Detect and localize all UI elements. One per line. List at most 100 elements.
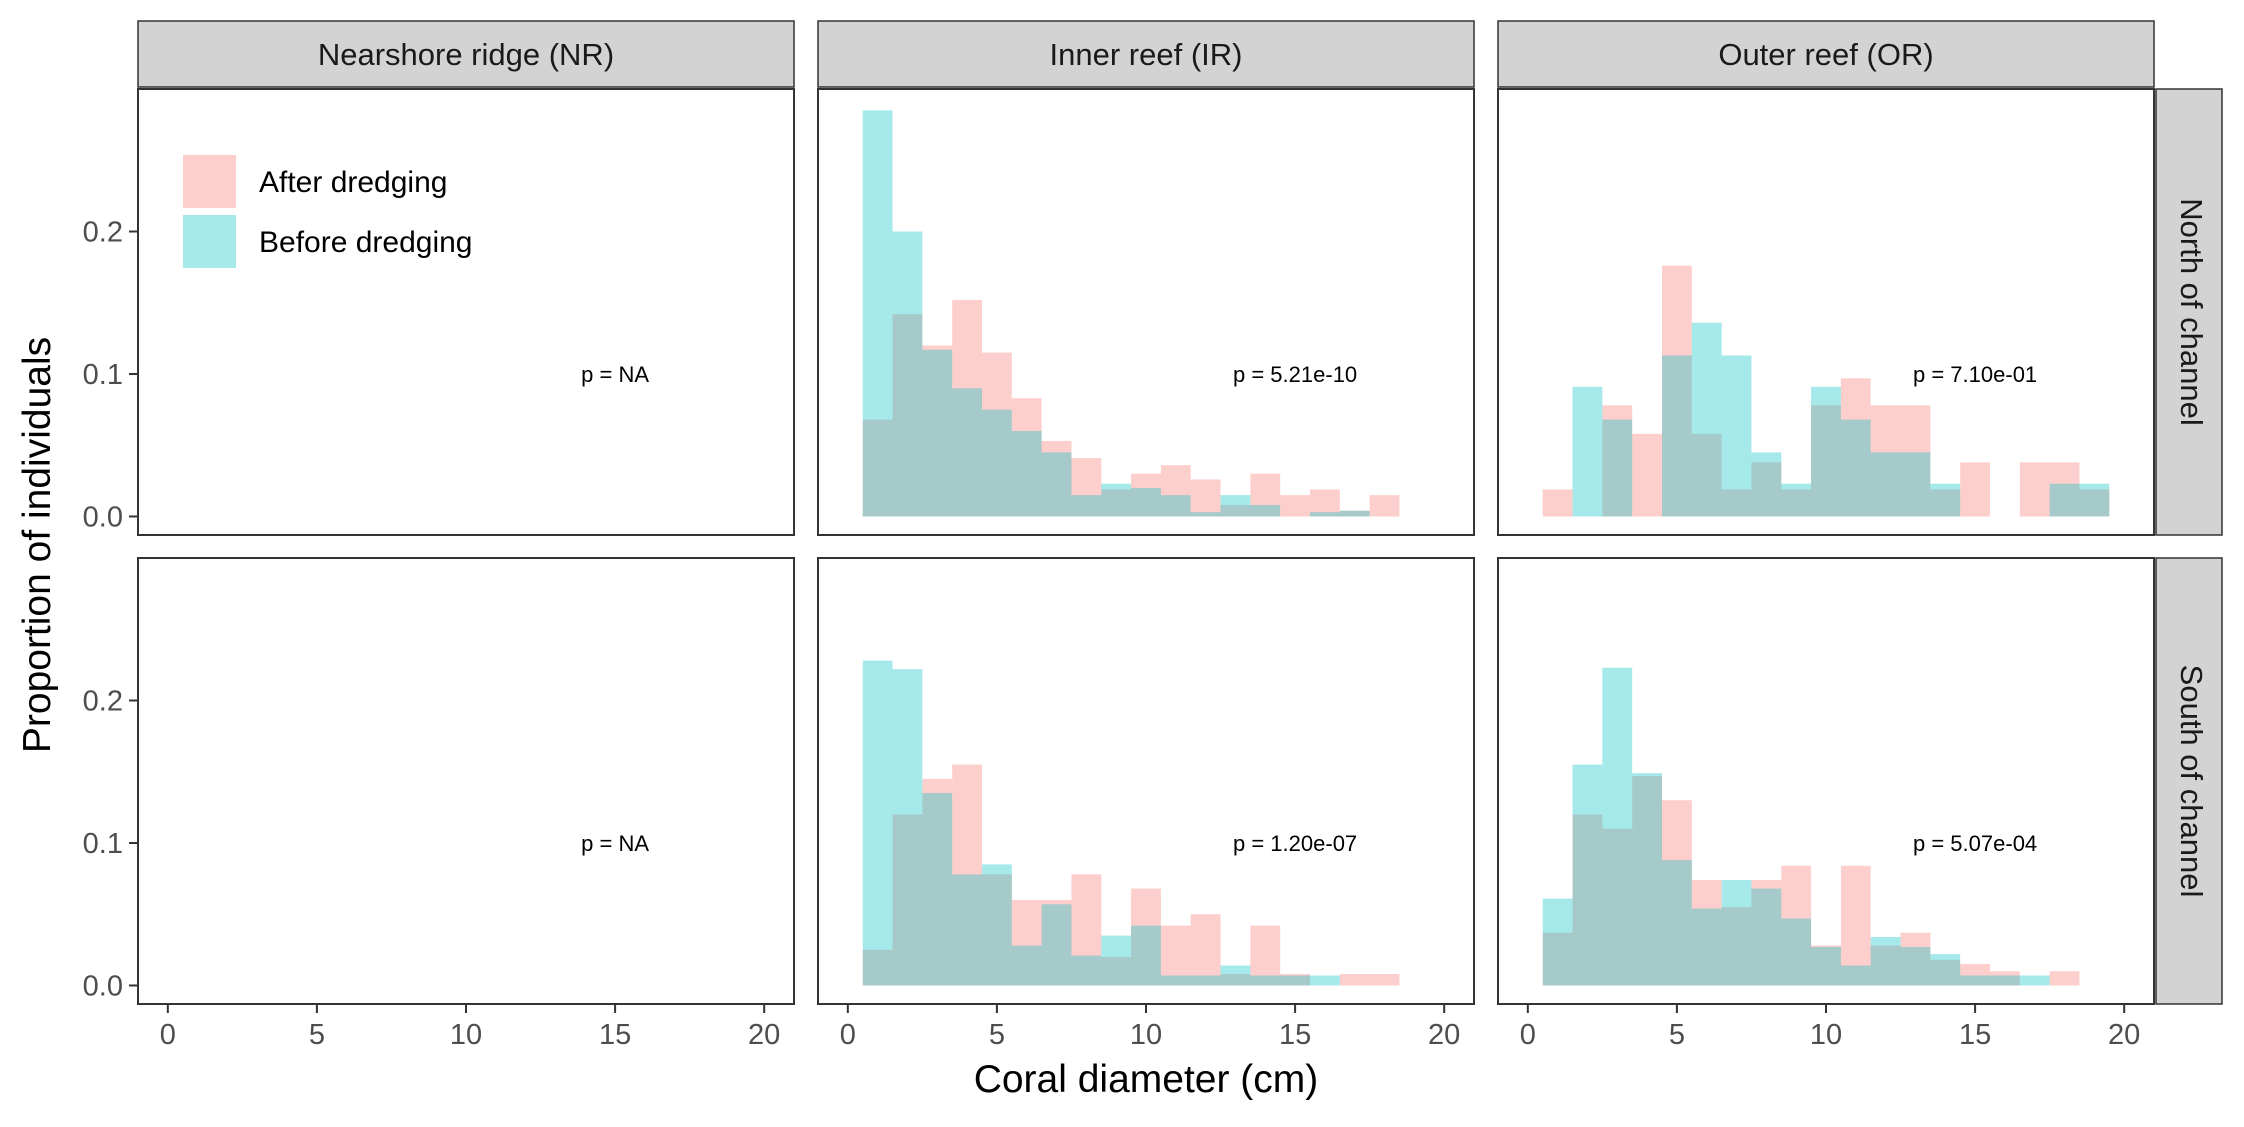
bar-before-dredging	[1781, 918, 1812, 986]
bar-before-dredging	[1721, 355, 1752, 517]
bar-before-dredging	[1101, 483, 1132, 517]
bar-before-dredging	[1131, 487, 1161, 517]
bar-after-dredging	[1811, 945, 1841, 986]
bar-after-dredging	[862, 419, 893, 517]
y-tick-label: 0.0	[83, 501, 123, 533]
panel-background	[1497, 557, 2155, 1005]
bar-after-dredging	[922, 345, 953, 517]
bar-before-dredging	[1220, 495, 1251, 517]
column-strip-label: Nearshore ridge (NR)	[318, 37, 614, 72]
legend-key-after	[183, 155, 236, 208]
panel-border	[1497, 88, 2155, 536]
bar-before-dredging	[1310, 512, 1340, 517]
bar-after-dredging	[1781, 489, 1812, 517]
p-value-label: p = NA	[581, 362, 649, 387]
bar-after-dredging	[2049, 462, 2080, 517]
bar-after-dredging	[1870, 945, 1901, 986]
bar-after-dredging	[1190, 479, 1221, 517]
bar-before-dredging	[982, 409, 1012, 517]
bar-before-dredging	[1811, 947, 1841, 986]
bar-after-dredging	[1930, 959, 1961, 986]
facet-panel: p = 7.10e-01	[1497, 88, 2155, 536]
bar-after-dredging	[1369, 495, 1400, 517]
bar-after-dredging	[1900, 405, 1931, 517]
x-tick-label: 5	[309, 1019, 325, 1051]
bar-before-dredging	[1572, 764, 1603, 986]
bar-after-dredging	[1250, 925, 1281, 986]
bar-after-dredging	[952, 299, 982, 517]
x-axis-title: Coral diameter (cm)	[974, 1058, 1319, 1101]
x-tick-label: 0	[160, 1019, 176, 1051]
bar-after-dredging	[1840, 378, 1871, 517]
bar-before-dredging	[1990, 975, 2020, 986]
y-tick-label: 0.1	[83, 828, 123, 860]
bar-before-dredging	[892, 231, 923, 517]
facet-panel: p = 5.07e-04	[1497, 557, 2155, 1005]
x-tick-label: 10	[1130, 1019, 1162, 1051]
bar-after-dredging	[2049, 971, 2080, 986]
axes-layer: 0.0 0.1 0.2 0.0 0.1 0.2 0 5 10 15 20 0 5 10 15 20 0 5 10 15…	[83, 216, 2141, 1051]
bar-after-dredging	[1339, 974, 1370, 986]
y-axis-title: Proportion of individuals	[16, 337, 59, 753]
bar-after-dredging	[1369, 974, 1400, 986]
x-tick-label: 15	[599, 1019, 631, 1051]
bar-before-dredging	[1071, 495, 1102, 517]
x-tick-label: 15	[1959, 1019, 1991, 1051]
bar-before-dredging	[1900, 452, 1931, 517]
bar-before-dredging	[2079, 483, 2110, 517]
bar-after-dredging	[1280, 974, 1310, 986]
facet-panel: p = 1.20e-07	[817, 557, 1475, 1005]
bar-before-dredging	[1602, 419, 1633, 517]
bar-before-dredging	[1250, 975, 1281, 986]
bar-before-dredging	[1131, 925, 1161, 986]
bar-before-dredging	[1691, 322, 1722, 517]
bar-before-dredging	[1840, 419, 1871, 517]
bar-after-dredging	[1101, 956, 1132, 986]
panel-border	[817, 88, 1475, 536]
x-tick-label: 20	[748, 1019, 780, 1051]
y-tick-label: 0.2	[83, 216, 123, 248]
bar-after-dredging	[1250, 473, 1281, 517]
bar-before-dredging	[1071, 955, 1102, 986]
x-tick-label: 0	[1520, 1019, 1536, 1051]
bar-after-dredging	[1160, 465, 1191, 517]
bar-before-dredging	[922, 349, 953, 517]
bar-after-dredging	[892, 814, 923, 986]
bar-before-dredging	[1250, 505, 1281, 517]
bar-after-dredging	[1811, 405, 1841, 517]
bar-after-dredging	[1101, 489, 1132, 517]
bar-before-dredging	[1011, 430, 1042, 517]
bar-after-dredging	[1602, 405, 1633, 517]
bar-after-dredging	[1900, 932, 1931, 986]
bar-before-dredging	[1220, 965, 1251, 986]
bar-before-dredging	[1572, 386, 1603, 517]
bar-before-dredging	[1011, 945, 1042, 986]
bar-after-dredging	[1751, 462, 1782, 517]
column-strip	[137, 20, 795, 88]
bar-before-dredging	[1751, 888, 1782, 986]
bar-after-dredging	[1220, 505, 1251, 517]
facet-panel: p = NA	[137, 557, 795, 1005]
p-value-label: p = 5.21e-10	[1233, 362, 1357, 387]
bar-before-dredging	[1160, 495, 1191, 517]
bar-before-dredging	[892, 669, 923, 986]
bar-after-dredging	[1870, 405, 1901, 517]
bar-before-dredging	[1190, 512, 1221, 517]
column-strip-label: Inner reef (IR)	[1050, 37, 1243, 72]
bar-before-dredging	[1101, 935, 1132, 986]
bar-before-dredging	[1870, 937, 1901, 986]
panel-background	[1497, 88, 2155, 536]
x-tick-label: 0	[840, 1019, 856, 1051]
facet-panel: p = NA	[137, 88, 795, 536]
bar-before-dredging	[1190, 975, 1221, 986]
legend-key-before	[183, 215, 236, 268]
bar-before-dredging	[922, 793, 953, 986]
bar-after-dredging	[1840, 865, 1871, 986]
bar-before-dredging	[952, 388, 982, 517]
bar-after-dredging	[862, 949, 893, 986]
bar-after-dredging	[1602, 828, 1633, 986]
bar-before-dredging	[1930, 483, 1961, 517]
bar-before-dredging	[1811, 386, 1841, 517]
bar-after-dredging	[1011, 899, 1042, 986]
